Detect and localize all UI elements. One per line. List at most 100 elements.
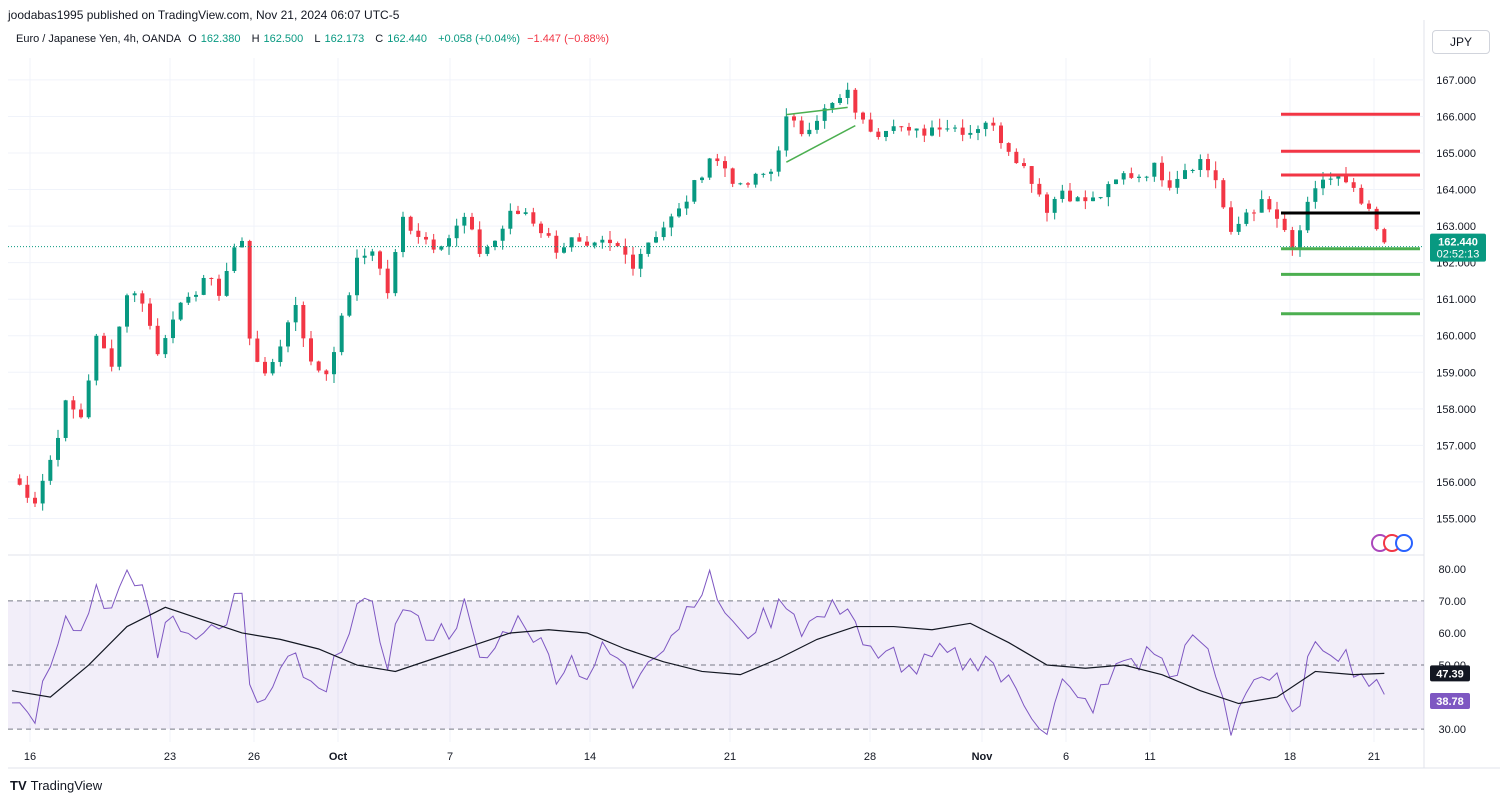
candle-body bbox=[1068, 190, 1072, 202]
candle-body bbox=[401, 216, 405, 253]
candle-body bbox=[1236, 223, 1241, 232]
footer-brand: TV TradingView bbox=[10, 778, 102, 793]
time-tick-label: 14 bbox=[584, 751, 596, 763]
candle-body bbox=[562, 247, 566, 253]
candle-body bbox=[201, 277, 206, 295]
countdown-value: 02:52:13 bbox=[1437, 249, 1480, 261]
price-tick-label: 161.000 bbox=[1436, 294, 1476, 306]
candle-body bbox=[500, 228, 505, 241]
candle-body bbox=[194, 294, 198, 297]
currency-button[interactable]: JPY bbox=[1432, 30, 1490, 54]
candle-body bbox=[807, 129, 812, 135]
low-value: 162.173 bbox=[324, 33, 365, 45]
change2-value: −1.447 (−0.88%) bbox=[527, 33, 610, 45]
candle-body bbox=[1045, 194, 1049, 213]
candle-body bbox=[109, 348, 114, 367]
candle-body bbox=[738, 183, 743, 185]
candle-body bbox=[945, 128, 950, 130]
candle-body bbox=[117, 326, 122, 367]
candle-body bbox=[1175, 178, 1180, 188]
candle-body bbox=[669, 216, 674, 228]
candle-body bbox=[362, 255, 367, 258]
candle-body bbox=[891, 126, 896, 131]
candle-body bbox=[416, 230, 421, 237]
candle-body bbox=[1037, 183, 1042, 195]
candle-body bbox=[94, 335, 99, 381]
candle-body bbox=[1006, 143, 1011, 152]
candle-body bbox=[746, 183, 750, 185]
candle-body bbox=[976, 129, 980, 133]
candle-body bbox=[692, 180, 697, 202]
candle-body bbox=[385, 268, 390, 294]
candle-body bbox=[163, 338, 168, 355]
candle-body bbox=[1121, 173, 1126, 180]
candle-body bbox=[347, 295, 352, 316]
rsi-value-rsi_ma: 47.39 bbox=[1436, 668, 1464, 680]
candle-body bbox=[585, 241, 589, 246]
candle-body bbox=[1022, 163, 1026, 167]
candle-body bbox=[155, 325, 160, 355]
candle-body bbox=[1183, 170, 1187, 179]
candle-body bbox=[255, 338, 260, 362]
candle-body bbox=[623, 246, 628, 255]
candle-body bbox=[477, 229, 482, 254]
candle-body bbox=[1052, 198, 1057, 213]
candle-body bbox=[608, 239, 612, 244]
candle-body bbox=[700, 177, 704, 181]
publisher-line: joodabas1995 published on TradingView.co… bbox=[8, 8, 400, 22]
tradingview-brand: TradingView bbox=[30, 778, 103, 793]
price-tick-label: 164.000 bbox=[1436, 185, 1476, 197]
candle-body bbox=[1351, 182, 1356, 188]
candle-body bbox=[907, 126, 911, 131]
candle-body bbox=[983, 122, 988, 130]
candle-body bbox=[209, 277, 214, 279]
candle-body bbox=[799, 120, 804, 135]
candle-body bbox=[1106, 184, 1111, 198]
wedge-top-line bbox=[786, 106, 848, 116]
candle-body bbox=[1091, 197, 1095, 202]
candle-body bbox=[845, 89, 850, 98]
tradingview-logo-icon: TV bbox=[10, 778, 27, 793]
candle-body bbox=[56, 437, 60, 460]
candle-body bbox=[884, 130, 888, 138]
candle-body bbox=[393, 252, 398, 294]
candle-body bbox=[171, 319, 175, 339]
candle-body bbox=[309, 338, 313, 362]
candle-body bbox=[792, 116, 796, 121]
candle-body bbox=[1298, 230, 1302, 250]
time-tick-label: 23 bbox=[164, 751, 176, 763]
candle-body bbox=[447, 238, 451, 247]
candle-body bbox=[769, 171, 773, 174]
time-tick-label: 7 bbox=[447, 751, 453, 763]
candle-body bbox=[1144, 176, 1149, 178]
candle-body bbox=[569, 237, 574, 248]
price-tick-label: 167.000 bbox=[1436, 75, 1476, 87]
candle-body bbox=[286, 322, 290, 347]
candle-body bbox=[462, 216, 467, 226]
open-label: O 162.380 bbox=[188, 33, 241, 45]
time-tick-label: 18 bbox=[1284, 751, 1296, 763]
candle-body bbox=[539, 223, 543, 234]
time-tick-label: 6 bbox=[1063, 751, 1069, 763]
candle-body bbox=[232, 247, 237, 271]
rsi-value-tag-rsi_ma bbox=[1430, 665, 1470, 682]
candle-body bbox=[1252, 212, 1256, 214]
candle-body bbox=[1206, 159, 1210, 171]
rsi-value-tag-rsi bbox=[1430, 693, 1470, 710]
candle-body bbox=[753, 173, 758, 185]
candle-body bbox=[1083, 197, 1088, 202]
time-tick-label: 21 bbox=[1368, 751, 1380, 763]
candle-body bbox=[316, 361, 321, 371]
candle-body bbox=[868, 119, 873, 132]
price-tick-label: 165.000 bbox=[1436, 148, 1476, 160]
candle-body bbox=[953, 127, 957, 129]
candle-body bbox=[592, 242, 597, 246]
candle-body bbox=[240, 240, 244, 248]
candle-body bbox=[439, 246, 444, 250]
candle-body bbox=[355, 257, 359, 296]
candle-body bbox=[1282, 218, 1287, 231]
low-label: L 162.173 bbox=[314, 33, 365, 45]
time-tick-label: 28 bbox=[864, 751, 876, 763]
candle-body bbox=[707, 158, 712, 178]
